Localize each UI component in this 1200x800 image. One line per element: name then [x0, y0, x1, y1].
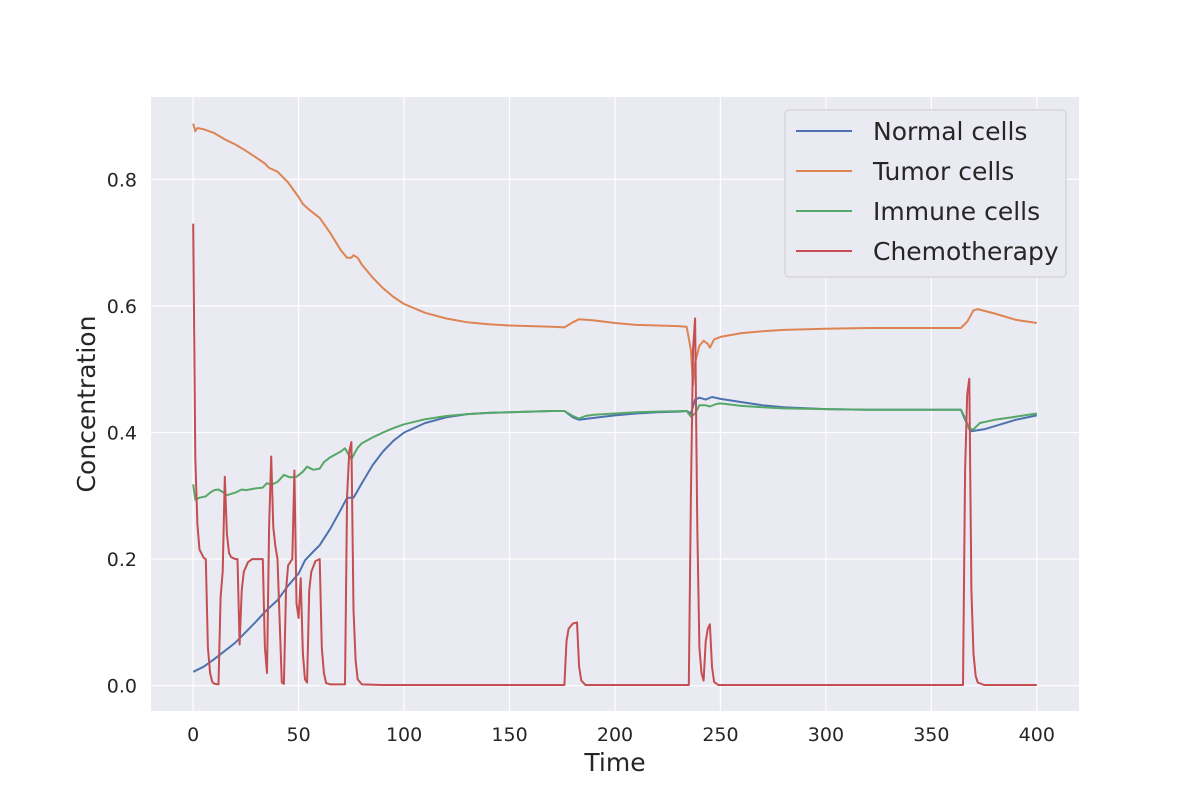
x-tick-label: 300	[808, 724, 844, 746]
series-lines	[192, 123, 1038, 686]
y-tick-label: 0.0	[107, 676, 137, 698]
y-tick-label: 0.2	[107, 549, 137, 571]
x-tick-label: 100	[386, 724, 422, 746]
legend-box	[784, 109, 1067, 278]
y-tick-label: 0.6	[107, 296, 137, 318]
x-tick-label: 400	[1019, 724, 1055, 746]
legend: Normal cells Tumor cells Immune cells Chemo…	[784, 109, 1067, 278]
series-line-chemotherapy	[192, 223, 1037, 686]
x-tick-label: 200	[597, 724, 633, 746]
y-axis-title: Concentration	[72, 316, 101, 493]
x-axis-title: Time	[583, 748, 645, 777]
x-tick-label: 50	[287, 724, 311, 746]
series-line-tumor-cells	[192, 123, 1037, 386]
x-tick-label: 250	[702, 724, 738, 746]
x-tick-label: 0	[187, 724, 199, 746]
series-line-immune-cells	[192, 402, 1037, 501]
x-tick-labels: 0 50 100 150 200 250 300 350 400	[187, 724, 1055, 746]
y-tick-label: 0.8	[107, 169, 137, 191]
legend-label: Normal cells	[873, 117, 1027, 146]
x-tick-label: 150	[491, 724, 527, 746]
legend-label: Immune cells	[873, 197, 1040, 226]
x-tick-label: 350	[913, 724, 949, 746]
y-tick-labels: 0.0 0.2 0.4 0.6 0.8	[107, 169, 137, 697]
y-tick-label: 0.4	[107, 422, 137, 444]
legend-label: Tumor cells	[872, 157, 1014, 186]
legend-label: Chemotherapy	[873, 237, 1059, 266]
